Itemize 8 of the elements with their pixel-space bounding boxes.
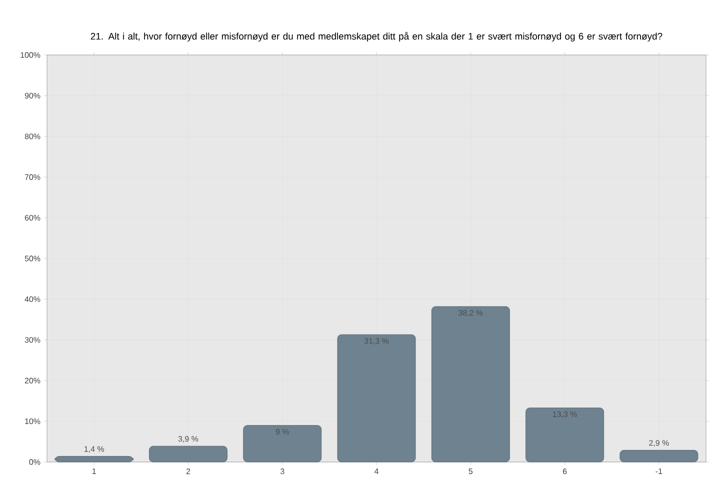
chart-title: 21. Alt i alt, hvor fornøyd eller misfornøyd er du med medlemskapet ditt på en skala der 1 er svært misfornøyd og 6 er svært fornøyd? bbox=[90, 32, 662, 42]
bar bbox=[620, 450, 698, 462]
bar bbox=[526, 408, 604, 462]
bar bbox=[431, 306, 510, 462]
bar bbox=[337, 334, 416, 462]
bar bbox=[243, 425, 322, 462]
bar bbox=[54, 456, 134, 462]
bar bbox=[149, 446, 228, 462]
